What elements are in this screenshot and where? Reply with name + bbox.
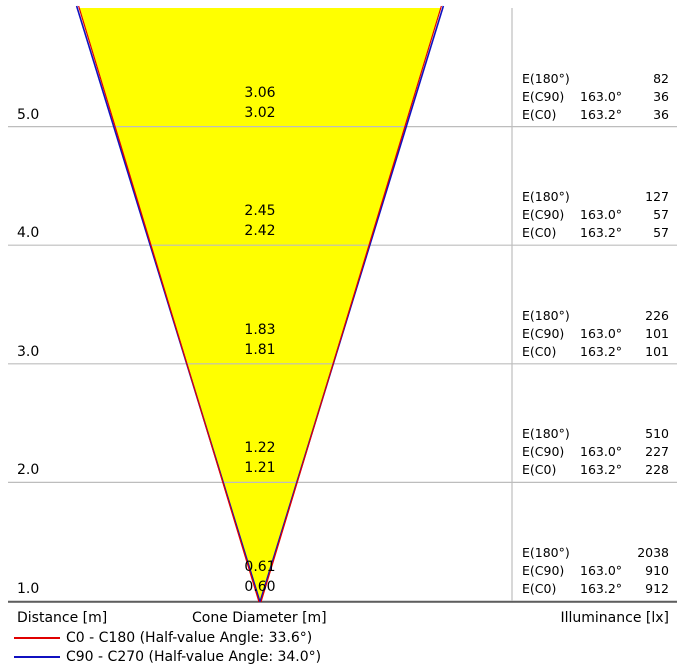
c0-edge-left bbox=[78, 5, 260, 603]
distance-value: 2.0 bbox=[17, 462, 40, 479]
distance-value: 3.0 bbox=[17, 343, 40, 360]
ec0-angle: 163.2° bbox=[580, 581, 623, 596]
legend-label-c0: C0 - C180 (Half-value Angle: 33.6°) bbox=[66, 630, 313, 646]
cone-diameter-c0: 1.21 bbox=[244, 460, 276, 477]
legend-line-c0 bbox=[14, 637, 60, 639]
cone-diameter-c90: 2.45 bbox=[244, 203, 276, 220]
distance-value: 4.0 bbox=[17, 225, 40, 242]
legend-item-c0: C0 - C180 (Half-value Angle: 33.6°) bbox=[14, 629, 312, 647]
ec90-angle: 163.0° bbox=[580, 207, 623, 223]
cone-diameter-c90: 0.61 bbox=[244, 559, 276, 575]
ec0-label: E(C0) bbox=[522, 462, 557, 478]
ec90-angle: 163.0° bbox=[580, 444, 623, 460]
ec90-value: 101 bbox=[645, 325, 669, 341]
e180-value: 510 bbox=[645, 426, 669, 442]
cone-fill bbox=[78, 8, 442, 602]
ec90-angle: 163.0° bbox=[580, 88, 623, 104]
e180-label: E(180°) bbox=[522, 545, 570, 560]
ec0-value: 228 bbox=[645, 462, 669, 478]
cone-diameter-c0: 0.60 bbox=[244, 579, 276, 595]
ec0-angle: 163.2° bbox=[580, 106, 623, 122]
distance-value: 5.0 bbox=[17, 106, 40, 123]
ec0-value: 101 bbox=[645, 343, 669, 359]
e180-value: 226 bbox=[645, 307, 669, 323]
ec0-label: E(C0) bbox=[522, 225, 557, 241]
legend-item-c90: C90 - C270 (Half-value Angle: 34.0°) bbox=[14, 648, 321, 666]
illuminance-label: Illuminance [lx] bbox=[560, 610, 670, 626]
ec0-angle: 163.2° bbox=[580, 225, 623, 241]
e180-label: E(180°) bbox=[522, 307, 570, 323]
ec90-label: E(C90) bbox=[522, 207, 565, 223]
cone-diameter-c90: 3.06 bbox=[244, 84, 276, 101]
cone-diameter-c90: 1.83 bbox=[244, 321, 276, 338]
e180-label: E(180°) bbox=[522, 426, 570, 442]
ec90-value: 57 bbox=[653, 207, 669, 223]
ec0-label: E(C0) bbox=[522, 343, 557, 359]
e180-value: 2038 bbox=[637, 545, 669, 560]
legend-label-c90: C90 - C270 (Half-value Angle: 34.0°) bbox=[66, 649, 322, 665]
ec90-label: E(C90) bbox=[522, 563, 565, 578]
ec0-label: E(C0) bbox=[522, 106, 557, 122]
e180-value: 82 bbox=[653, 70, 669, 86]
e180-label: E(180°) bbox=[522, 70, 570, 86]
ec0-label: E(C0) bbox=[522, 581, 557, 596]
ec0-angle: 163.2° bbox=[580, 462, 623, 478]
ec90-label: E(C90) bbox=[522, 88, 565, 104]
ec90-value: 910 bbox=[645, 563, 669, 578]
ec90-label: E(C90) bbox=[522, 444, 565, 460]
cone-diameter-c0: 3.02 bbox=[244, 104, 276, 121]
ec0-angle: 163.2° bbox=[580, 343, 623, 359]
ec90-angle: 163.0° bbox=[580, 325, 623, 341]
e180-value: 127 bbox=[645, 189, 669, 205]
distance-axis-label: Distance [m] bbox=[17, 610, 108, 626]
legend-line-c90 bbox=[14, 656, 60, 658]
ec0-value: 36 bbox=[653, 106, 669, 122]
c0-edge-right bbox=[260, 5, 442, 603]
ec90-label: E(C90) bbox=[522, 325, 565, 341]
cone-diameter-c0: 2.42 bbox=[244, 223, 276, 240]
ec0-value: 912 bbox=[645, 581, 669, 596]
ec90-value: 227 bbox=[645, 444, 669, 460]
e180-label: E(180°) bbox=[522, 189, 570, 205]
ec90-angle: 163.0° bbox=[580, 563, 623, 578]
distance-value: 1.0 bbox=[17, 581, 40, 597]
ec0-value: 57 bbox=[653, 225, 669, 241]
cone-diameter-label: Cone Diameter [m] bbox=[192, 610, 327, 626]
cone-diameter-c0: 1.81 bbox=[244, 341, 276, 358]
ec90-value: 36 bbox=[653, 88, 669, 104]
cone-diameter-c90: 1.22 bbox=[244, 440, 276, 457]
